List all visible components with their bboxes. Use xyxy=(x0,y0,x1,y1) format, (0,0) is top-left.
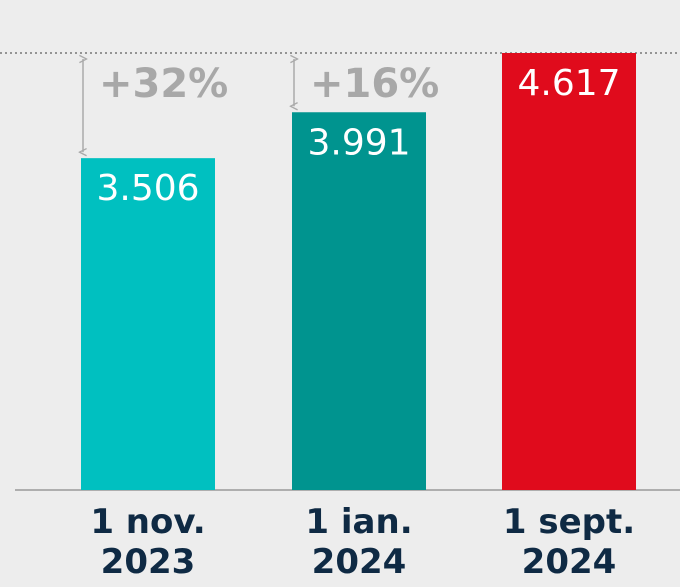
category-label: 1 nov. 2023 xyxy=(90,502,206,582)
annotation: +32% xyxy=(99,61,228,107)
annotation: +16% xyxy=(310,61,439,107)
bar xyxy=(81,158,215,490)
category-label: 1 ian. 2024 xyxy=(305,502,413,582)
value-label: 3.506 xyxy=(96,168,199,209)
bar xyxy=(502,53,636,490)
category-label: 1 sept. 2024 xyxy=(502,502,636,582)
value-label: 3.991 xyxy=(307,122,410,163)
bar xyxy=(292,112,426,490)
value-label: 4.617 xyxy=(517,63,620,104)
